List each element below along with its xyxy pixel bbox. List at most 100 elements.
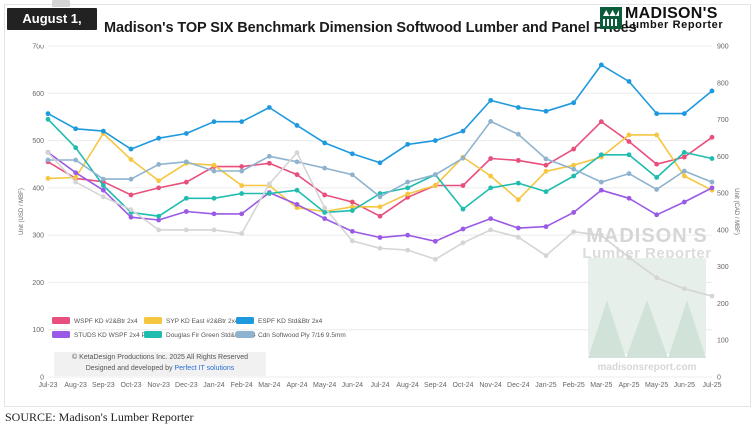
data-point[interactable]	[349, 238, 355, 244]
data-point[interactable]	[377, 213, 383, 219]
data-point[interactable]	[598, 233, 604, 238]
developer-link[interactable]: Perfect IT solutions	[174, 365, 235, 372]
data-point[interactable]	[405, 179, 411, 185]
data-point[interactable]	[460, 128, 466, 134]
data-point[interactable]	[156, 135, 162, 141]
data-point[interactable]	[571, 229, 577, 235]
data-point[interactable]	[709, 134, 715, 140]
data-point[interactable]	[349, 151, 355, 157]
data-point[interactable]	[681, 199, 687, 205]
data-point[interactable]	[460, 183, 466, 188]
legend-label[interactable]: SYP KD East #2&Btr 2x4	[166, 318, 239, 325]
data-point[interactable]	[571, 162, 577, 168]
data-point[interactable]	[100, 187, 106, 193]
data-point[interactable]	[156, 178, 162, 184]
data-point[interactable]	[156, 185, 162, 191]
data-point[interactable]	[460, 155, 466, 161]
data-point[interactable]	[709, 156, 715, 161]
data-point[interactable]	[377, 235, 383, 240]
data-point[interactable]	[100, 176, 106, 182]
data-point[interactable]	[432, 256, 438, 262]
data-point[interactable]	[294, 150, 300, 156]
data-point[interactable]	[239, 164, 245, 169]
data-point[interactable]	[377, 160, 383, 166]
data-point[interactable]	[709, 293, 715, 299]
data-point[interactable]	[681, 154, 687, 160]
data-point[interactable]	[322, 210, 328, 215]
data-point[interactable]	[654, 111, 660, 117]
data-point[interactable]	[488, 97, 494, 103]
data-point[interactable]	[543, 189, 549, 195]
data-point[interactable]	[128, 207, 134, 213]
data-point[interactable]	[183, 179, 189, 185]
data-point[interactable]	[156, 227, 162, 233]
data-point[interactable]	[73, 179, 79, 185]
data-point[interactable]	[349, 208, 355, 213]
data-point[interactable]	[543, 224, 549, 230]
data-point[interactable]	[626, 255, 632, 260]
data-point[interactable]	[626, 195, 632, 201]
data-point[interactable]	[654, 175, 660, 180]
legend-label[interactable]: Cdn Softwood Ply 7/16 9.5mm	[258, 332, 346, 339]
data-point[interactable]	[377, 204, 383, 210]
legend-label[interactable]: OSB 7/16 Canada	[74, 0, 127, 2]
data-point[interactable]	[156, 162, 162, 167]
data-point[interactable]	[626, 152, 632, 158]
legend-label[interactable]: STUDS KD WSPF 2x4 PET	[74, 332, 154, 339]
legend-label[interactable]: Douglas Fir Green Std&Btr 2x4	[166, 332, 256, 339]
data-point[interactable]	[211, 168, 217, 174]
data-point[interactable]	[432, 183, 438, 188]
data-point[interactable]	[128, 176, 134, 182]
data-point[interactable]	[405, 191, 411, 197]
legend-label[interactable]: ESPF KD Std&Btr 2x4	[258, 318, 323, 325]
data-point[interactable]	[571, 173, 577, 179]
data-point[interactable]	[266, 191, 272, 196]
legend-label[interactable]: WSPF KD #2&Btr 2x4	[74, 318, 138, 325]
data-point[interactable]	[45, 176, 51, 181]
data-point[interactable]	[100, 194, 106, 200]
data-point[interactable]	[654, 212, 660, 218]
data-point[interactable]	[156, 217, 162, 223]
data-point[interactable]	[128, 157, 134, 162]
data-point[interactable]	[515, 158, 521, 163]
data-point[interactable]	[681, 286, 687, 292]
data-point[interactable]	[681, 111, 687, 117]
data-point[interactable]	[294, 205, 300, 211]
data-point[interactable]	[322, 216, 328, 221]
data-point[interactable]	[183, 209, 189, 214]
data-point[interactable]	[211, 211, 217, 217]
data-point[interactable]	[45, 157, 51, 163]
data-point[interactable]	[349, 228, 355, 234]
data-point[interactable]	[294, 159, 300, 165]
data-point[interactable]	[73, 145, 79, 151]
data-point[interactable]	[405, 194, 411, 200]
data-point[interactable]	[488, 156, 494, 161]
data-point[interactable]	[239, 119, 245, 125]
data-point[interactable]	[239, 168, 245, 174]
data-point[interactable]	[626, 171, 632, 177]
data-point[interactable]	[128, 214, 134, 220]
data-point[interactable]	[405, 185, 411, 191]
data-point[interactable]	[709, 185, 715, 191]
data-point[interactable]	[322, 205, 328, 211]
data-point[interactable]	[654, 187, 660, 192]
data-point[interactable]	[322, 192, 328, 198]
data-point[interactable]	[100, 128, 106, 134]
data-point[interactable]	[266, 181, 272, 187]
data-point[interactable]	[543, 162, 549, 168]
data-point[interactable]	[598, 152, 604, 158]
data-point[interactable]	[405, 247, 411, 253]
data-point[interactable]	[128, 146, 134, 152]
data-point[interactable]	[543, 156, 549, 162]
data-point[interactable]	[709, 179, 715, 185]
data-point[interactable]	[211, 162, 217, 168]
data-point[interactable]	[571, 210, 577, 215]
data-point[interactable]	[211, 195, 217, 201]
data-point[interactable]	[211, 119, 217, 125]
data-point[interactable]	[460, 240, 466, 246]
data-point[interactable]	[73, 126, 79, 132]
data-point[interactable]	[128, 192, 134, 198]
data-point[interactable]	[239, 211, 245, 217]
data-point[interactable]	[626, 79, 632, 84]
data-point[interactable]	[183, 159, 189, 165]
